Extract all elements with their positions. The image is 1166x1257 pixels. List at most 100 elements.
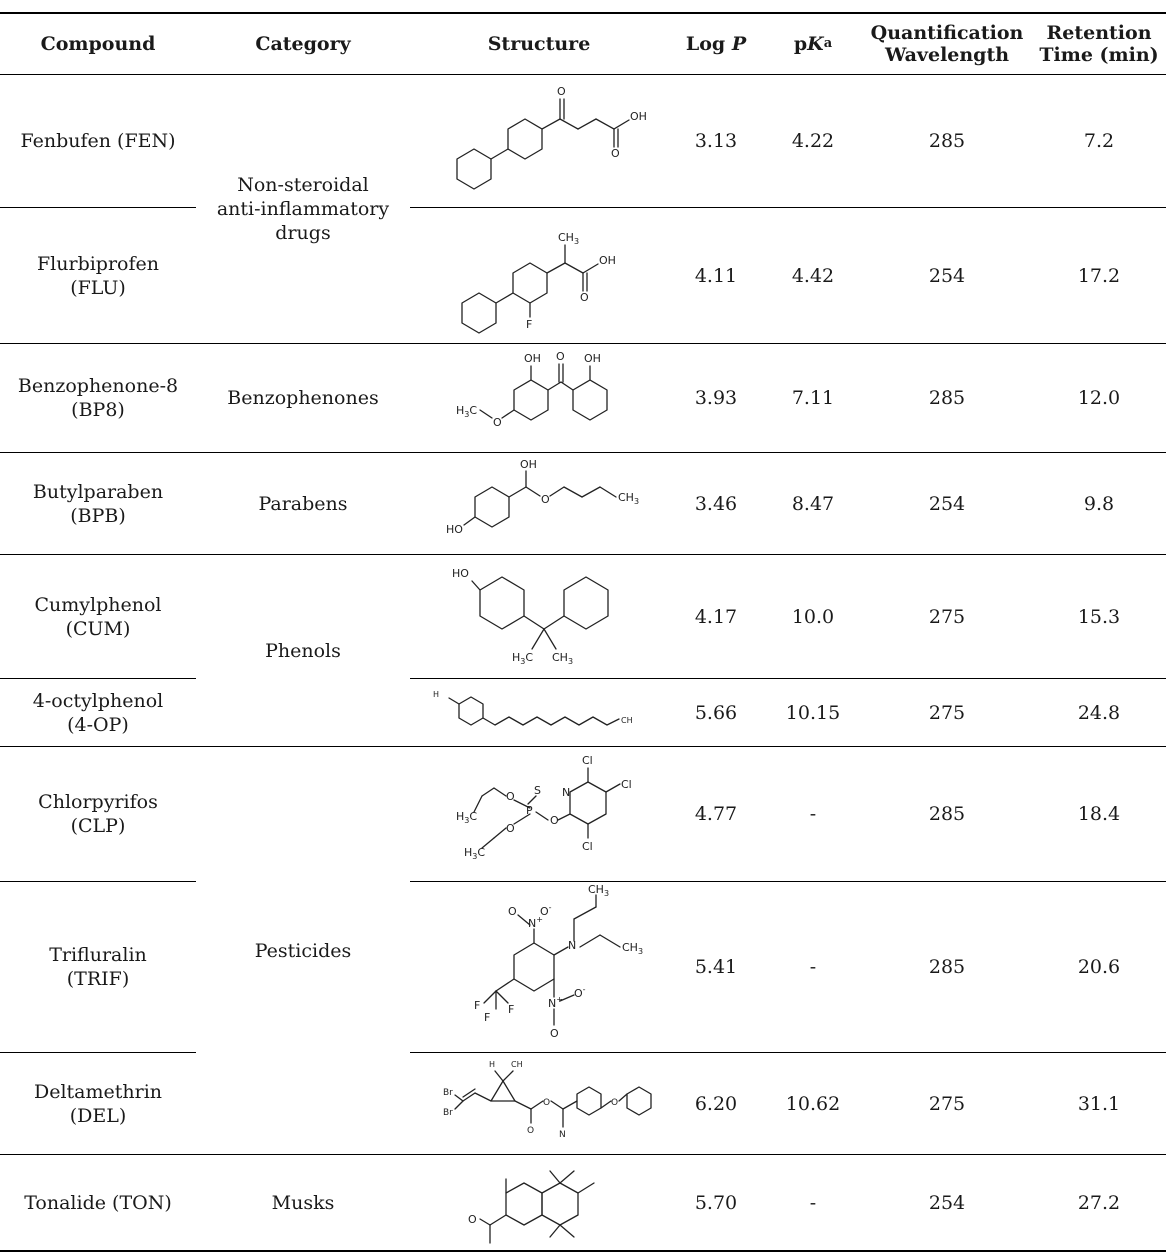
atom-label: CH3 [558, 231, 579, 246]
compound-abbrev: (TRIF) [66, 968, 130, 990]
atom-label: Cl [582, 754, 593, 767]
pka-value: 7.11 [791, 387, 835, 409]
header-pka-sub: a [823, 36, 833, 51]
header-rule [0, 74, 1166, 75]
wavelength-value: 285 [928, 803, 966, 825]
atom-label: O [493, 416, 502, 429]
category-benzophenones: Benzophenones [227, 387, 379, 409]
atom-label: O [527, 1126, 534, 1136]
structure-octylphenol: H CH [410, 679, 668, 746]
compound-abbrev: (BP8) [71, 399, 125, 421]
structure-tonalide: O [410, 1155, 668, 1250]
compound-name-line1: Trifluralin [49, 944, 147, 966]
retention-value: 24.8 [1077, 701, 1121, 724]
atom-subscript: 3 [520, 657, 525, 666]
row-rule [0, 1154, 1166, 1155]
atom-subscript: 3 [634, 497, 639, 506]
atom-label: OH [584, 352, 601, 365]
logp-value: 6.20 [694, 1092, 738, 1115]
category-nsaid-line2: anti-inflammatory [216, 198, 390, 220]
structure-flurbiprofen: CH3 O OH F [410, 208, 668, 343]
atom-label: O [611, 1098, 618, 1108]
header-logp-text: Log [685, 33, 726, 55]
atom-text: CH [618, 491, 634, 504]
category-pesticides: Pesticides [254, 939, 352, 962]
retention-value: 27.2 [1077, 1191, 1121, 1214]
header-retention-line2: Time (min) [1039, 44, 1159, 66]
header-compound: Compound [40, 33, 156, 55]
logp-value: 3.13 [694, 130, 738, 152]
row-rule [0, 343, 1166, 344]
atom-label: H3C [456, 404, 477, 419]
compound-name: Butylparaben (BPB) [0, 453, 196, 554]
retention-value: 17.2 [1077, 264, 1121, 287]
atom-charge: - [583, 985, 586, 994]
atom-label: F [474, 999, 480, 1012]
atom-label: OH [524, 352, 541, 365]
header-wavelength: Quantification Wavelength [862, 14, 1032, 74]
atom-label: O [506, 790, 515, 803]
atom-charge: - [549, 903, 552, 912]
atom-label: Br [443, 1108, 453, 1118]
atom-label: F [484, 1011, 490, 1024]
compound-name: 4-octylphenol (4-OP) [0, 679, 196, 746]
table-top-rule [0, 12, 1166, 14]
atom-label: CH [621, 716, 633, 725]
atom-label: H3C [512, 651, 533, 666]
compound-name: Deltamethrin (DEL) [0, 1053, 196, 1154]
atom-label: O [541, 493, 550, 506]
deltamethrin-structure-drawing: H CH Br Br O O N O [443, 1060, 652, 1140]
atom-label: F [508, 1003, 514, 1016]
structure-deltamethrin: H CH Br Br O O N O [410, 1053, 668, 1154]
compound-name: Benzophenone-8 (BP8) [0, 344, 196, 452]
logp-value: 4.11 [694, 264, 738, 287]
compound-name: Chlorpyrifos (CLP) [0, 747, 196, 881]
retention-value: 12.0 [1077, 387, 1121, 409]
header-logp-symbol: P [731, 33, 747, 55]
atom-label: O- [540, 903, 552, 918]
butylparaben-structure-drawing: OH O CH3 HO [446, 458, 639, 536]
row-rule [0, 746, 1166, 747]
atom-label: O- [574, 985, 586, 1000]
retention-value: 20.6 [1077, 956, 1121, 978]
wavelength-value: 275 [928, 605, 966, 628]
atom-label: N+ [528, 915, 543, 930]
atom-label: HO [452, 567, 469, 580]
structure-cumylphenol: HO H3C CH3 [410, 555, 668, 678]
pka-value: - [809, 956, 817, 978]
atom-label: P [526, 804, 533, 817]
pka-value: 10.0 [791, 605, 835, 628]
atom-label: CH3 [618, 491, 639, 506]
retention-value: 9.8 [1083, 492, 1115, 515]
row-rule [0, 207, 196, 208]
compound-name-line1: Flurbiprofen [36, 252, 159, 275]
header-logp: Log P [668, 14, 764, 74]
tonalide-structure-drawing: O [468, 1169, 595, 1244]
structure-fenbufen: O O OH [410, 75, 668, 207]
atom-text: CH [552, 651, 568, 664]
atom-label: OH [630, 110, 647, 123]
pka-value: 10.62 [785, 1092, 841, 1115]
compound-abbrev: (FLU) [70, 276, 126, 299]
pka-value: - [809, 1191, 817, 1214]
atom-label: CH3 [552, 651, 573, 666]
atom-subscript: 3 [568, 657, 573, 666]
atom-label: F [526, 318, 532, 331]
atom-subscript: 3 [574, 237, 579, 246]
pka-value: 4.42 [791, 264, 835, 287]
wavelength-value: 275 [928, 701, 966, 724]
atom-label: S [534, 784, 541, 797]
atom-label: N [568, 939, 576, 952]
atom-label: CH3 [588, 883, 609, 898]
row-rule [0, 881, 196, 882]
wavelength-value: 285 [928, 956, 966, 978]
compound-abbrev: (4-OP) [67, 713, 129, 736]
wavelength-value: 254 [928, 1191, 966, 1214]
fenbufen-structure-drawing: O O OH [456, 85, 647, 190]
header-wavelength-line2: Wavelength [884, 44, 1010, 66]
atom-label: N [562, 786, 570, 799]
atom-label: H [433, 690, 439, 699]
atom-text: N [528, 917, 536, 930]
compound-abbrev: (DEL) [69, 1104, 127, 1127]
logp-value: 5.66 [694, 701, 738, 724]
